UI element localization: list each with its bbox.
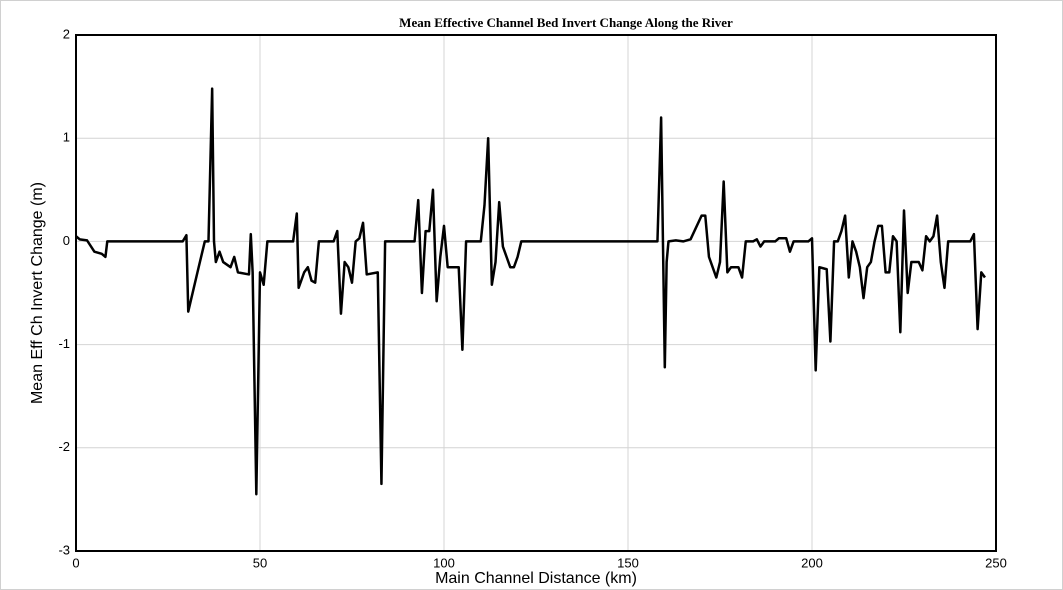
- x-tick-label: 250: [985, 555, 1007, 570]
- x-axis-label: Main Channel Distance (km): [435, 570, 637, 587]
- y-tick-label: 0: [63, 233, 70, 248]
- x-tick-label: 150: [617, 555, 639, 570]
- y-tick-label: -3: [58, 542, 70, 557]
- x-tick-label: 100: [433, 555, 455, 570]
- chart-title: Mean Effective Channel Bed Invert Change…: [399, 15, 733, 30]
- plot-frame: [75, 34, 997, 552]
- y-axis-label: Mean Eff Ch Invert Change (m): [29, 182, 46, 404]
- y-tick-label: -1: [58, 336, 70, 351]
- x-tick-label: 0: [72, 555, 79, 570]
- y-tick-label: 2: [63, 26, 70, 41]
- y-tick-label: 1: [63, 130, 70, 145]
- x-tick-label: 200: [801, 555, 823, 570]
- x-tick-label: 50: [253, 555, 267, 570]
- y-tick-label: -2: [58, 439, 70, 454]
- data-line: [75, 87, 986, 496]
